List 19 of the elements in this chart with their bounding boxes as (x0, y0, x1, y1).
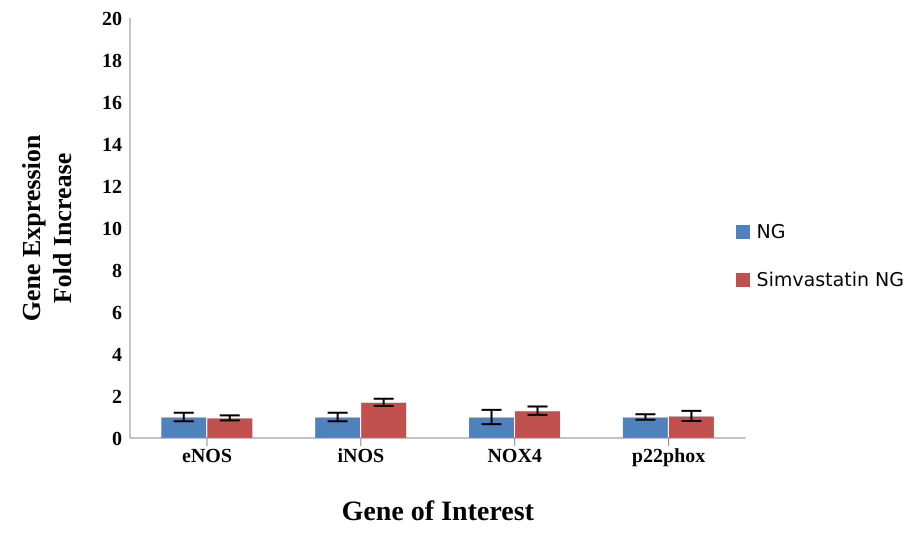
y-tick-label: 4 (112, 344, 122, 366)
y-tick-label: 16 (102, 92, 122, 114)
legend-label: Simvastatin NG (756, 269, 904, 291)
x-tick-label: p22phox (632, 445, 706, 468)
y-tick-label: 12 (102, 176, 122, 198)
y-tick-label: 20 (102, 8, 122, 30)
x-tick-label: eNOS (182, 445, 232, 468)
y-tick-label: 8 (112, 260, 122, 282)
legend-label: NG (756, 221, 786, 243)
y-tick-label: 0 (112, 428, 122, 450)
y-tick-label: 14 (102, 134, 122, 156)
y-tick-label: 6 (112, 302, 122, 324)
y-tick-label: 2 (112, 386, 122, 408)
x-tick-label: iNOS (337, 445, 384, 468)
y-tick-label: 18 (102, 50, 122, 72)
y-tick-label: 10 (102, 218, 122, 240)
y-axis-title: Gene Expression Fold Increase (17, 134, 77, 322)
x-tick-label: NOX4 (487, 445, 542, 468)
x-axis-title: Gene of Interest (342, 496, 535, 527)
